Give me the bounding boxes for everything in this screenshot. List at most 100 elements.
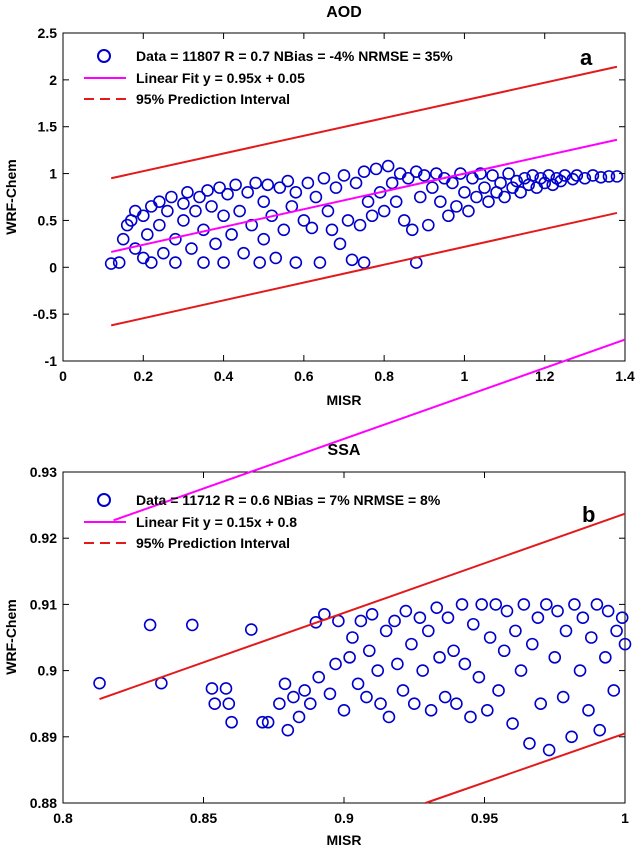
data-point: [317, 171, 331, 185]
data-point: [365, 608, 379, 621]
data-point: [354, 614, 368, 628]
data-point: [217, 256, 230, 269]
data-point: [470, 190, 483, 204]
y-axis-label: WRF-Chem: [3, 599, 19, 674]
data-point: [312, 670, 326, 684]
legend: Data = 11807 R = 0.7 NBias = -4% NRMSE =…: [84, 48, 453, 107]
data-points-layer: [93, 598, 632, 757]
data-point: [559, 624, 573, 638]
y-axis-ticks: -1 -0.5 0 0.5 1 1.5 2 2.5: [33, 25, 625, 369]
data-point: [362, 644, 376, 658]
data-point: [141, 228, 154, 241]
data-point: [237, 246, 250, 260]
data-point: [157, 246, 170, 260]
data-point: [407, 697, 421, 711]
fit-line: [113, 338, 626, 522]
chart-title: AOD: [326, 4, 362, 21]
data-point: [546, 178, 560, 192]
data-point: [321, 204, 335, 218]
data-point: [249, 176, 262, 190]
data-point: [397, 214, 411, 227]
y-tick-label: 1: [49, 166, 57, 182]
data-point: [292, 710, 306, 724]
data-point: [486, 169, 499, 182]
data-point: [189, 204, 202, 218]
data-point: [401, 171, 415, 185]
data-point: [601, 604, 615, 618]
data-point: [586, 169, 600, 182]
data-point: [514, 664, 528, 677]
prediction-interval-lower: [425, 732, 626, 804]
data-point: [492, 684, 505, 697]
data-point: [297, 214, 311, 227]
x-tick-label: 1: [621, 810, 629, 826]
data-point: [421, 218, 435, 232]
data-point: [618, 637, 632, 651]
data-point: [409, 165, 423, 178]
x-tick-label: 1.4: [615, 368, 635, 384]
data-point: [244, 623, 258, 636]
x-tick-label: 0.8: [53, 810, 73, 826]
y-tick-label: 1.5: [38, 119, 58, 135]
data-point: [143, 618, 157, 632]
data-point: [489, 598, 503, 611]
data-point: [351, 677, 365, 691]
data-point: [346, 631, 359, 644]
y-tick-label: 0.91: [30, 596, 57, 612]
y-tick-label: 2.5: [38, 25, 58, 41]
data-point: [374, 697, 387, 711]
y-tick-label: 0.93: [30, 464, 57, 480]
legend-entry-interval: 95% Prediction Interval: [136, 91, 290, 107]
y-axis-label: WRF-Chem: [3, 159, 19, 234]
legend-entry-data: Data = 11807 R = 0.7 NBias = -4% NRMSE =…: [136, 48, 453, 64]
data-point: [222, 697, 236, 711]
data-point: [229, 178, 242, 192]
data-point: [590, 598, 604, 611]
y-tick-label: 0: [49, 259, 57, 275]
prediction-interval-lower: [110, 211, 618, 327]
data-point: [450, 200, 463, 213]
data-point: [405, 223, 419, 237]
data-point: [245, 218, 258, 232]
data-point: [593, 723, 607, 737]
data-point: [360, 690, 373, 704]
data-point: [450, 697, 463, 711]
data-point: [517, 598, 531, 611]
x-axis-ticks: 0.8 0.85 0.9 0.95 1: [53, 472, 629, 826]
data-point: [548, 651, 562, 664]
data-point: [329, 181, 343, 194]
fit-line: [110, 138, 618, 253]
data-point: [610, 170, 624, 183]
data-point: [287, 690, 300, 704]
data-point: [497, 644, 511, 658]
data-point: [153, 218, 166, 232]
x-tick-label: 0.95: [471, 810, 498, 826]
data-point: [510, 174, 523, 188]
data-point: [551, 604, 564, 618]
data-point: [464, 710, 477, 724]
data-point: [337, 704, 351, 717]
data-point: [261, 715, 275, 729]
data-point: [514, 186, 527, 199]
x-axis-label: MISR: [327, 392, 362, 408]
y-tick-label: 2: [49, 72, 57, 88]
data-point: [197, 256, 210, 269]
data-point: [594, 171, 608, 184]
data-point: [333, 237, 347, 251]
fit-lines-layer: [110, 65, 618, 327]
y-tick-label: 0.88: [30, 795, 57, 811]
data-point: [213, 181, 226, 194]
x-tick-label: 1: [461, 368, 469, 384]
data-point: [329, 657, 342, 671]
data-point: [323, 687, 337, 701]
data-point: [610, 624, 623, 638]
data-point: [426, 181, 439, 194]
data-point: [472, 670, 486, 684]
data-point: [494, 176, 507, 190]
data-point: [526, 169, 539, 182]
data-point: [388, 614, 401, 628]
data-point: [309, 190, 323, 204]
data-point: [438, 690, 452, 704]
data-point: [442, 209, 455, 223]
